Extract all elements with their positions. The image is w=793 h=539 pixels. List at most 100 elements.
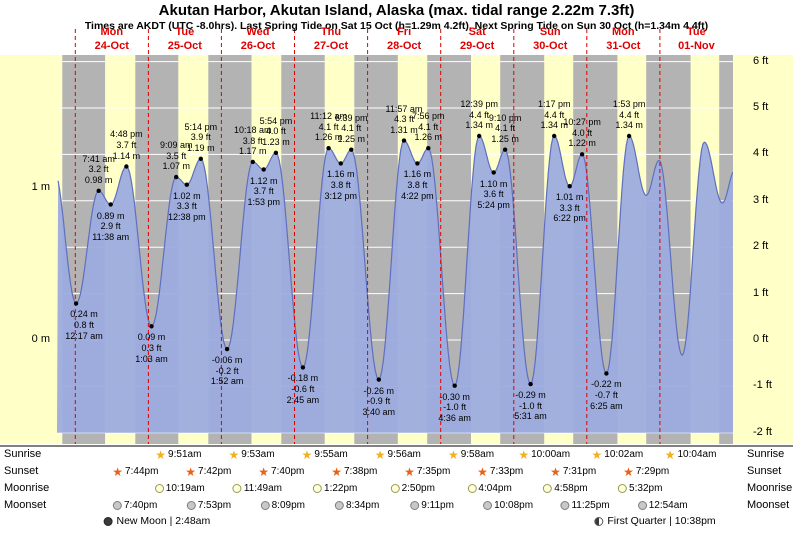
tide-label-line: 4.4 ft bbox=[619, 109, 640, 120]
astro-row-label-right-moonset: Moonset bbox=[747, 499, 790, 511]
tide-low-label: 1.10 m 3.6 ft 5:24 pm bbox=[468, 179, 520, 211]
moonrise-time: 5:32pm bbox=[629, 483, 663, 494]
sunset-time: 7:35pm bbox=[416, 466, 451, 477]
sunset-time: 7:38pm bbox=[344, 466, 378, 477]
tide-label-line: -0.2 ft bbox=[215, 365, 239, 376]
feet-axis-label: 5 ft bbox=[753, 101, 769, 113]
astro-row-label-right-moonrise: Moonrise bbox=[747, 482, 793, 494]
sunset-marker: ★ 7:31pm bbox=[550, 465, 596, 478]
tide-label-line: 4.1 ft bbox=[495, 123, 516, 134]
moonrise-time: 4:04pm bbox=[478, 483, 512, 494]
tide-label-line: 5:14 pm bbox=[184, 121, 218, 132]
tide-label-line: 0.98 m bbox=[84, 175, 113, 186]
sunrise-icon: ★ bbox=[518, 447, 530, 462]
sunset-marker: ★ 7:42pm bbox=[185, 465, 231, 478]
tide-label-line: 4.4 ft bbox=[469, 109, 490, 120]
tide-label-line: 12:17 am bbox=[65, 330, 103, 341]
moonrise-marker: 10:19am bbox=[154, 482, 205, 495]
tide-low-label: -0.29 m -1.0 ft 5:31 am bbox=[505, 390, 557, 422]
tide-high-label: 9:09 am 3.5 ft 1.07 m bbox=[150, 140, 202, 172]
tide-label-line: 0.09 m bbox=[137, 332, 166, 343]
sunrise-time: 9:55am bbox=[314, 449, 348, 460]
meters-axis-label: 1 m bbox=[31, 180, 50, 193]
astro-row-label-left-sunrise: Sunrise bbox=[4, 448, 42, 460]
tide-label-line: 1:03 am bbox=[135, 353, 168, 364]
sunset-marker: ★ 7:35pm bbox=[404, 465, 450, 478]
moonset-marker: 7:40pm bbox=[112, 499, 158, 512]
tide-label-line: 0.3 ft bbox=[141, 342, 162, 353]
day-date: 26-Oct bbox=[240, 39, 276, 52]
feet-axis-label: 4 ft bbox=[753, 147, 769, 160]
tide-high-label: 1:17 pm 4.4 ft 1.34 m bbox=[528, 99, 580, 131]
moonset-icon bbox=[186, 501, 196, 510]
day-dow: Wed bbox=[246, 26, 270, 38]
moonrise-marker: 1:22pm bbox=[313, 482, 357, 495]
day-date: 31-Oct bbox=[606, 39, 641, 52]
moonset-marker: 11:25pm bbox=[560, 499, 610, 512]
moonrise-icon bbox=[232, 484, 242, 493]
tide-label-line: 3.5 ft bbox=[166, 150, 187, 161]
tide-label-line: 12:39 pm bbox=[460, 99, 498, 109]
tide-high-label: 7:41 am 3.2 ft 0.98 m bbox=[73, 154, 125, 186]
tide-low-label: -0.30 m -1.0 ft 4:36 am bbox=[429, 392, 481, 424]
tide-label-line: 1.16 m bbox=[403, 169, 432, 180]
tide-label-line: 3.8 ft bbox=[330, 180, 351, 191]
tide-point-dot bbox=[174, 174, 179, 180]
feet-axis-label: -1 ft bbox=[753, 379, 772, 392]
tide-label-line: 1.02 m bbox=[173, 190, 201, 201]
tide-point-dot bbox=[261, 167, 266, 172]
tide-label-line: 6:22 pm bbox=[553, 213, 586, 224]
sunrise-time: 10:00am bbox=[531, 449, 571, 460]
tide-label-line: 5:31 am bbox=[514, 411, 547, 422]
tide-label-line: 4.3 ft bbox=[393, 114, 414, 125]
tide-label-line: -0.29 m bbox=[515, 390, 546, 401]
tide-label-line: 6:39 pm bbox=[335, 112, 368, 123]
sunset-icon: ★ bbox=[331, 464, 342, 479]
sunset-marker: ★ 7:44pm bbox=[112, 465, 158, 478]
sunset-marker: ★ 7:38pm bbox=[331, 465, 377, 478]
tide-point-dot bbox=[491, 170, 496, 175]
tide-label-line: 4.1 ft bbox=[341, 123, 362, 134]
astro-row-label-left-moonset: Moonset bbox=[4, 499, 47, 511]
sunrise-time: 10:02am bbox=[604, 449, 644, 460]
sunset-time: 7:31pm bbox=[562, 466, 597, 477]
tide-high-label: 7:56 pm 4.1 ft 1.26 m bbox=[402, 111, 454, 143]
moonrise-icon bbox=[154, 484, 164, 493]
tide-high-label: 5:54 pm 4.0 ft 1.23 m bbox=[250, 116, 302, 148]
sunrise-icon: ★ bbox=[155, 447, 167, 462]
tide-low-label: 1.01 m 3.3 ft 6:22 pm bbox=[544, 192, 596, 224]
tide-label-line: 5:24 pm bbox=[477, 199, 510, 210]
moonrise-marker: 11:49am bbox=[232, 482, 282, 495]
day-date: 24-Oct bbox=[94, 39, 129, 52]
tide-low-label: -0.06 m -0.2 ft 1:52 am bbox=[201, 355, 253, 387]
astro-row-label-left-sunset: Sunset bbox=[4, 465, 39, 477]
day-header: Mon 24-Oct bbox=[75, 26, 149, 54]
tide-label-line: 1.19 m bbox=[187, 143, 215, 154]
new-moon-label: New Moon | 2:48am bbox=[103, 515, 210, 527]
tide-point-dot bbox=[108, 202, 113, 207]
day-dow: Fri bbox=[397, 26, 412, 38]
sunrise-marker: ★ 9:51am bbox=[155, 448, 201, 461]
sunset-time: 7:42pm bbox=[198, 466, 232, 477]
moonrise-time: 4:58pm bbox=[554, 483, 588, 494]
sunset-time: 7:29pm bbox=[635, 466, 670, 477]
moonset-icon bbox=[410, 501, 420, 510]
tide-label-line: 5:54 pm bbox=[259, 115, 293, 126]
day-date: 01-Nov bbox=[678, 39, 715, 52]
sunrise-time: 9:58am bbox=[460, 449, 495, 460]
tide-high-label: 9:10 pm 4.1 ft 1.25 m bbox=[479, 113, 531, 145]
sunrise-marker: ★ 10:02am bbox=[592, 448, 644, 461]
sunrise-icon: ★ bbox=[228, 447, 240, 462]
tide-label-line: 11:12 am bbox=[310, 111, 348, 122]
tide-label-line: 12:38 pm bbox=[168, 211, 206, 222]
moonset-time: 7:40pm bbox=[123, 500, 158, 511]
tide-label-line: -1.0 ft bbox=[443, 402, 467, 413]
sunset-icon: ★ bbox=[258, 464, 270, 479]
day-dow: Tue bbox=[175, 26, 195, 38]
day-header: Mon 31-Oct bbox=[586, 26, 660, 54]
tide-label-line: 3:40 am bbox=[362, 406, 396, 417]
tide-point-dot bbox=[552, 133, 557, 139]
tide-low-label: 0.89 m 2.9 ft 11:38 am bbox=[85, 211, 137, 243]
tide-low-label: 1.16 m 3.8 ft 4:22 pm bbox=[391, 169, 443, 201]
